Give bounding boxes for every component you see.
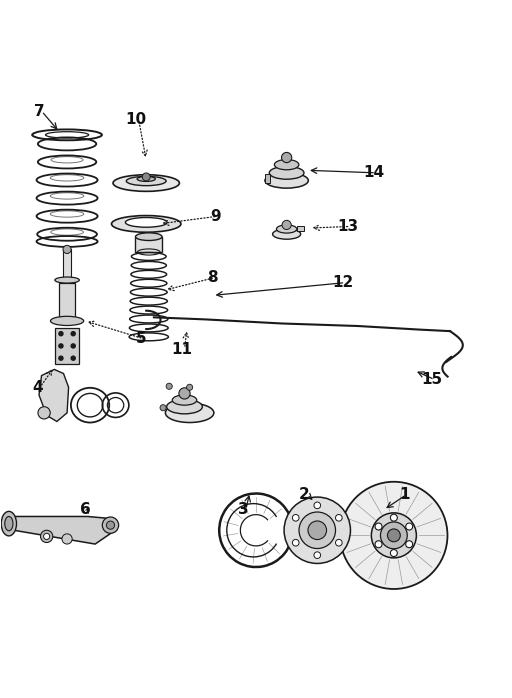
Circle shape xyxy=(38,407,50,419)
Ellipse shape xyxy=(113,174,179,191)
Circle shape xyxy=(142,173,150,181)
Circle shape xyxy=(390,514,397,521)
Circle shape xyxy=(380,522,407,549)
Ellipse shape xyxy=(166,399,202,414)
Text: 1: 1 xyxy=(399,487,409,502)
Bar xyxy=(297,226,304,231)
Circle shape xyxy=(44,533,50,540)
Circle shape xyxy=(292,540,299,546)
Ellipse shape xyxy=(112,216,181,232)
Circle shape xyxy=(179,388,190,399)
Circle shape xyxy=(390,549,397,556)
Ellipse shape xyxy=(265,173,308,188)
Ellipse shape xyxy=(5,517,13,530)
Text: 7: 7 xyxy=(34,103,45,119)
Bar xyxy=(265,174,270,183)
Ellipse shape xyxy=(55,277,79,283)
Ellipse shape xyxy=(276,225,297,233)
Circle shape xyxy=(59,356,63,360)
Circle shape xyxy=(292,514,299,521)
Text: 14: 14 xyxy=(363,165,384,180)
Text: 6: 6 xyxy=(79,503,90,517)
Circle shape xyxy=(59,332,63,336)
Ellipse shape xyxy=(274,160,299,170)
Circle shape xyxy=(62,534,72,544)
Circle shape xyxy=(371,513,416,558)
Ellipse shape xyxy=(136,233,162,241)
Bar xyxy=(59,283,75,321)
Circle shape xyxy=(335,540,342,546)
Bar xyxy=(63,249,71,278)
Ellipse shape xyxy=(165,403,214,422)
Ellipse shape xyxy=(125,218,167,228)
Text: 11: 11 xyxy=(172,341,193,357)
Text: 3: 3 xyxy=(238,503,248,517)
Circle shape xyxy=(406,541,413,548)
Text: 8: 8 xyxy=(207,270,218,285)
Circle shape xyxy=(299,512,335,549)
Circle shape xyxy=(314,552,321,558)
Circle shape xyxy=(71,332,75,336)
Ellipse shape xyxy=(172,395,197,405)
Circle shape xyxy=(284,497,350,563)
Ellipse shape xyxy=(137,177,155,181)
Text: 10: 10 xyxy=(125,112,146,127)
Circle shape xyxy=(40,530,53,542)
Circle shape xyxy=(314,502,321,509)
Bar xyxy=(136,237,162,252)
Circle shape xyxy=(186,384,193,390)
Circle shape xyxy=(106,521,115,529)
Text: 12: 12 xyxy=(332,275,353,290)
Circle shape xyxy=(166,383,172,389)
Polygon shape xyxy=(5,517,113,544)
Text: 2: 2 xyxy=(299,487,310,502)
Text: 9: 9 xyxy=(210,209,221,224)
Polygon shape xyxy=(39,369,69,422)
Circle shape xyxy=(59,344,63,348)
Ellipse shape xyxy=(269,166,304,179)
Text: 5: 5 xyxy=(136,332,146,346)
Ellipse shape xyxy=(51,316,83,325)
Circle shape xyxy=(340,482,447,589)
Circle shape xyxy=(282,152,292,163)
Text: 13: 13 xyxy=(337,219,358,234)
Circle shape xyxy=(375,541,382,548)
Ellipse shape xyxy=(126,177,166,186)
Ellipse shape xyxy=(272,229,301,239)
Circle shape xyxy=(335,514,342,521)
Circle shape xyxy=(71,344,75,348)
Circle shape xyxy=(406,523,413,530)
Text: 4: 4 xyxy=(32,380,43,395)
Ellipse shape xyxy=(1,512,16,536)
Circle shape xyxy=(63,245,71,253)
Circle shape xyxy=(308,521,327,540)
Circle shape xyxy=(282,221,291,230)
Bar xyxy=(55,327,79,364)
Text: 15: 15 xyxy=(421,372,443,387)
Circle shape xyxy=(388,529,400,542)
Circle shape xyxy=(375,523,382,530)
Circle shape xyxy=(102,517,119,533)
Circle shape xyxy=(160,405,166,411)
Circle shape xyxy=(71,356,75,360)
